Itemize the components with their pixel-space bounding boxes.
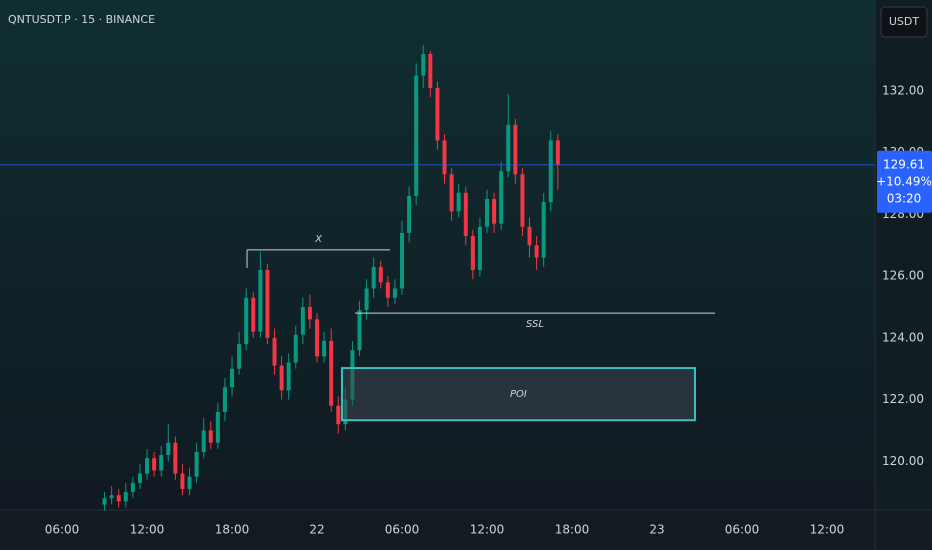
candle-body bbox=[527, 226, 532, 246]
candle-body bbox=[435, 87, 440, 141]
y-tick-label: 126.00 bbox=[882, 269, 924, 283]
candle-body bbox=[456, 192, 461, 212]
candle-body bbox=[541, 202, 546, 258]
candle-body bbox=[470, 236, 475, 270]
candle-body bbox=[258, 269, 263, 332]
chart-title: QNTUSDT.P · 15 · BINANCE bbox=[8, 13, 155, 26]
candle-body bbox=[102, 498, 107, 505]
annotation-label: SSL bbox=[526, 319, 544, 330]
candle-body bbox=[315, 319, 320, 357]
candle-body bbox=[194, 451, 199, 477]
candle-body bbox=[555, 140, 560, 165]
x-tick-label: 12:00 bbox=[470, 523, 505, 537]
candle-body bbox=[187, 476, 192, 490]
x-tick-label: 06:00 bbox=[385, 523, 420, 537]
y-tick-label: 124.00 bbox=[882, 330, 924, 344]
candle-body bbox=[123, 492, 128, 502]
candle-body bbox=[485, 199, 490, 227]
x-tick-label: 12:00 bbox=[810, 523, 845, 537]
candle-body bbox=[109, 495, 114, 499]
candle-body bbox=[392, 288, 397, 298]
y-tick-label: 132.00 bbox=[882, 84, 924, 98]
candle-body bbox=[137, 473, 142, 483]
candle-body bbox=[534, 245, 539, 258]
candle-body bbox=[400, 232, 405, 289]
candle-body bbox=[407, 195, 412, 233]
candle-body bbox=[152, 458, 157, 471]
candle-body bbox=[272, 337, 277, 366]
candle-body bbox=[237, 344, 242, 369]
candle-body bbox=[492, 199, 497, 224]
candle-body bbox=[300, 306, 305, 335]
candle-body bbox=[222, 387, 227, 412]
y-tick-label: 120.00 bbox=[882, 454, 924, 468]
candle-body bbox=[428, 53, 433, 88]
candle-body bbox=[357, 310, 362, 351]
candle-body bbox=[230, 368, 235, 388]
x-tick-label: 18:00 bbox=[215, 523, 250, 537]
x-tick-label: 12:00 bbox=[130, 523, 165, 537]
candle-body bbox=[378, 266, 383, 283]
candle-body bbox=[336, 405, 341, 425]
x-tick-label: 23 bbox=[649, 523, 664, 537]
x-tick-label: 22 bbox=[309, 523, 324, 537]
annotation-label: X bbox=[314, 234, 323, 245]
candle-body bbox=[385, 282, 390, 298]
candle-body bbox=[329, 340, 334, 406]
candle-body bbox=[499, 171, 504, 224]
candle-body bbox=[159, 455, 164, 471]
candle-body bbox=[180, 473, 185, 490]
candle-body bbox=[307, 306, 312, 320]
candle-body bbox=[293, 334, 298, 363]
x-tick-label: 18:00 bbox=[555, 523, 590, 537]
annotation-label: POI bbox=[510, 389, 527, 400]
candle-body bbox=[265, 269, 270, 338]
candle-body bbox=[513, 124, 518, 175]
candle-body bbox=[463, 192, 468, 237]
candle-body bbox=[244, 297, 249, 345]
candle-body bbox=[520, 174, 525, 227]
candle-body bbox=[506, 124, 511, 172]
last-price: 129.61 bbox=[883, 157, 925, 171]
price-axis bbox=[875, 0, 932, 510]
candle-body bbox=[116, 495, 121, 502]
candle-body bbox=[215, 411, 220, 443]
candle-body bbox=[414, 75, 419, 196]
change-pct: +10.49% bbox=[876, 174, 932, 188]
candle-body bbox=[279, 365, 284, 391]
candle-body bbox=[449, 174, 454, 212]
candle-body bbox=[251, 297, 256, 332]
candle-body bbox=[173, 442, 178, 474]
candle-body bbox=[166, 442, 171, 456]
countdown: 03:20 bbox=[887, 191, 922, 205]
annotation-box bbox=[340, 367, 696, 422]
candle-body bbox=[442, 140, 447, 175]
y-tick-label: 122.00 bbox=[882, 392, 924, 406]
candle-body bbox=[322, 340, 327, 357]
currency-label: USDT bbox=[889, 15, 920, 28]
candle-body bbox=[364, 288, 369, 311]
currency-button[interactable] bbox=[880, 6, 928, 38]
candle-body bbox=[145, 458, 150, 474]
time-axis bbox=[0, 510, 932, 550]
candle-body bbox=[477, 226, 482, 270]
x-tick-label: 06:00 bbox=[45, 523, 80, 537]
candle-body bbox=[421, 53, 426, 76]
candle-body bbox=[286, 362, 291, 391]
candle-body bbox=[548, 140, 553, 203]
candle-body bbox=[130, 482, 135, 493]
x-tick-label: 06:00 bbox=[725, 523, 760, 537]
candle-body bbox=[208, 430, 213, 443]
candle-body bbox=[371, 266, 376, 289]
candle-body bbox=[201, 430, 206, 452]
last-price-box bbox=[877, 150, 932, 213]
